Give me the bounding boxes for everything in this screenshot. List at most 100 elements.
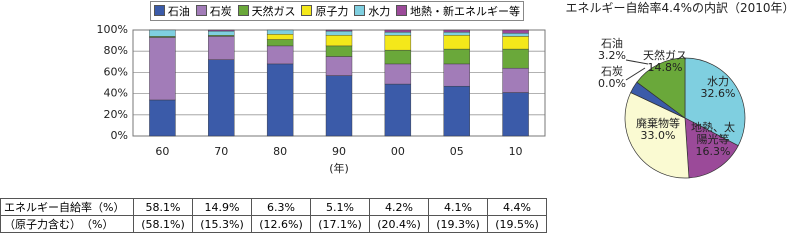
table-cell: （原子力含む） （%） [0,215,134,233]
bar-segment [325,30,353,36]
bar-segment [208,30,235,36]
y-tick-label: 60% [104,65,128,78]
bar-segment [208,59,235,137]
pie-label: 天然ガス 14.8% [640,50,690,74]
legend-label: 天然ガス [251,5,296,18]
bar-segment [443,48,470,65]
pie-value-label: 32.6% [700,87,736,100]
table-cell: 4.1% [428,198,488,216]
legend-swatch [301,5,313,16]
bar-segment [325,29,353,32]
legend: 石油 石炭 天然ガス 原子力 水力 地熱・新エネルギー等 [150,1,524,21]
legend-item: 地熱・新エネルギー等 [396,3,520,19]
bar-segment [502,92,529,137]
legend-swatch [153,5,165,16]
table-cell: (12.6%) [251,215,311,233]
x-axis-label: (年) [329,161,349,175]
table-cell: (58.1%) [133,215,193,233]
legend-item: 原子力 [301,3,348,19]
bar-segment [325,56,353,76]
legend-swatch [354,5,366,16]
pie-category: 水力 [707,75,729,88]
pie-slice [624,92,690,179]
pie-slice [636,57,686,119]
y-tick-label: 0% [111,129,128,142]
x-tick-label: 05 [450,145,464,158]
bar-segment [266,45,294,65]
figure: 0% 20% 40% 60% 80% 100% 60 70 80 90 00 05 10 (年) 石油 石炭… [0,1,795,233]
x-tick-label: 60 [155,145,169,158]
y-tick-label: 80% [104,44,128,57]
bar-segment [384,49,412,65]
bar-segment [502,32,529,37]
x-tick-label: 80 [273,145,287,158]
bar-segment [266,29,294,35]
bar-segment [266,63,294,137]
table-cell: 6.3% [251,198,311,216]
pie-label: 水力 32.6% [690,76,746,100]
bar-segment [384,63,412,85]
legend-item: 水力 [354,3,390,19]
table: エネルギー自給率（%） 58.1% 14.9% 6.3% 5.1% 4.2% 4.1% 4.4… [0,198,547,233]
bar-segment [325,45,353,57]
pie-label: 廃棄物等 33.0% [628,118,688,142]
bar-segment [208,29,235,32]
charts: 0% 20% 40% 60% 80% 100% 60 70 80 90 00 05 10 (年) [97,23,746,179]
legend-label: 石油 [167,5,190,18]
legend-item: 天然ガス [237,3,296,19]
table-cell: 58.1% [133,198,193,216]
bar-segment [502,67,529,93]
x-tick-label: 70 [214,145,228,158]
legend-swatch [237,5,249,16]
bar-segment [384,29,412,33]
bar-segment [443,63,470,87]
table-cell: (17.1%) [310,215,370,233]
bar-segment [266,34,294,40]
pie-slice [684,57,746,147]
pie-category: 天然ガス [643,49,687,62]
bar-segment [384,83,412,137]
pie-category: 石炭 [601,65,623,78]
legend-swatch [396,5,408,16]
bar-segment [443,31,470,36]
pie-value-label: 16.3% [695,145,731,158]
table-cell: エネルギー自給率（%） [0,198,134,216]
bar-segment [443,29,470,33]
table-row: （原子力含む） （%） (58.1%) (15.3%) (12.6%) (17.1%)(… [0,215,547,233]
pie-value-label: 33.0% [640,129,676,142]
bar-segment [149,29,176,37]
pie-category: 廃棄物等 [636,117,680,130]
pie-label: 地熱、太陽光等 16.3% [688,122,738,158]
table-cell: (20.4%) [369,215,429,233]
x-tick-label: 00 [391,145,405,158]
x-tick-label: 90 [332,145,346,158]
legend-label: 原子力 [315,5,349,18]
bar-segment [443,85,470,137]
bar-segment [266,39,294,47]
pie-label: 石炭 0.0% [590,66,634,90]
leader-line [625,59,649,65]
bar-segment [502,29,529,34]
table-cell: 5.1% [310,198,370,216]
pie-category: 石油 [601,37,623,50]
legend-swatch [195,5,207,16]
legend-label: 水力 [368,5,391,18]
y-tick-label: 100% [97,23,128,36]
table-cell: 4.2% [369,198,429,216]
table-cell: 14.9% [192,198,252,216]
pie-label: 石油 3.2% [590,38,634,62]
bar-segment [443,35,470,50]
legend-item: 石炭 [195,3,232,19]
table-cell: 4.4% [487,198,547,216]
legend-label: 石炭 [209,5,232,18]
leader-line [625,67,646,81]
pie-slice [684,117,739,179]
pie-title: エネルギー自給率4.4%の内訳（2010年） [565,1,795,15]
table-cell: (15.3%) [192,215,252,233]
bar-segment [325,75,353,137]
pie-value-label: 0.0% [598,77,626,90]
bar-segment [502,48,529,69]
bar-segment [384,31,412,36]
table-cell: (19.3%) [428,215,488,233]
bar-segment [325,35,353,47]
